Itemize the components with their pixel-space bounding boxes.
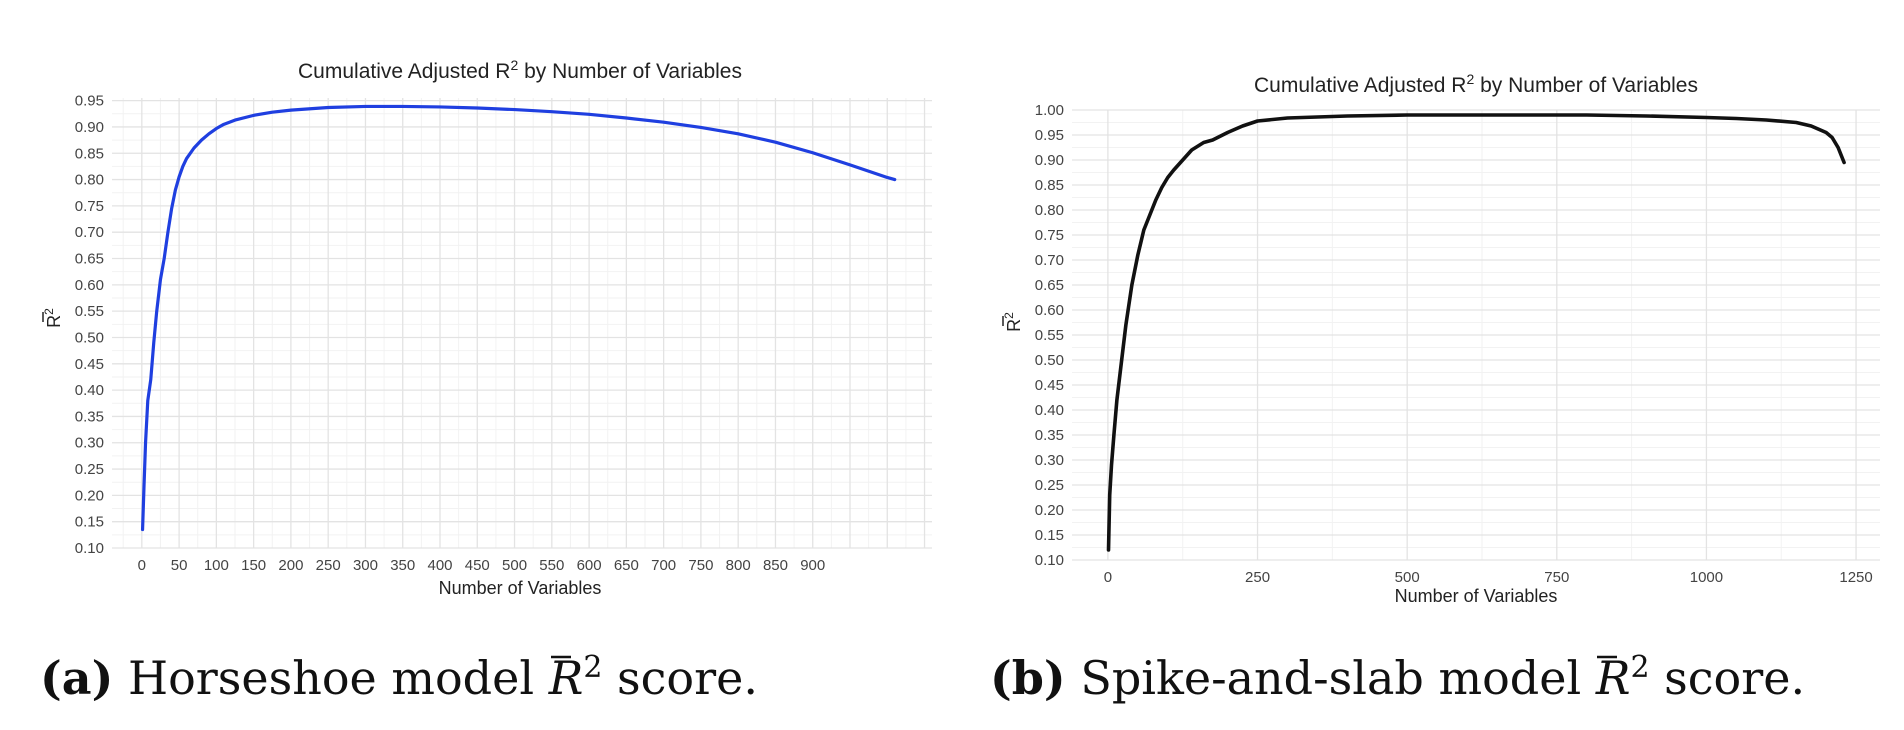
chart-b-y-tick-label: 0.45 [1035,377,1064,394]
chart-a-x-tick-label: 600 [577,557,602,574]
chart-a-series-line [140,104,897,532]
caption-b: (b) Spike-and-slab model R2 score. [990,650,1805,706]
chart-a-y-tick-label: 0.80 [75,172,104,189]
chart-b-y-tick-label: 0.60 [1035,302,1064,319]
chart-a-x-tick-label: 50 [171,557,188,574]
svg-text:(b) Spike-and-slab model R2 sc: (b) Spike-and-slab model R2 score. [990,650,1805,706]
chart-a-x-tick-label: 850 [763,557,788,574]
chart-b-y-tick-label: 1.00 [1035,102,1064,119]
chart-a-title: Cumulative Adjusted R2 by Number of Vari… [298,57,742,83]
chart-b-y-tick-label: 0.25 [1035,477,1064,494]
chart-a-y-tick-label: 0.10 [75,540,104,557]
chart-a-grid [112,98,932,549]
chart-a-y-tick-label: 0.65 [75,251,104,268]
chart-a-y-ticks: 0.10 0.15 0.20 0.25 0.30 0.35 0.40 0.45 0.50 0.55… [75,93,104,557]
chart-a-x-tick-label: 100 [204,557,229,574]
chart-a-y-tick-label: 0.50 [75,329,104,346]
caption-a-symbol: R [548,651,584,705]
chart-a-y-tick-label: 0.15 [75,514,104,531]
caption-a: (a) Horseshoe model R2 score. [40,650,758,706]
chart-a-y-tick-label: 0.45 [75,356,104,373]
chart-b-y-tick-label: 0.95 [1035,127,1064,144]
chart-a-x-tick-label: 550 [539,557,564,574]
chart-b-y-tick-label: 0.50 [1035,352,1064,369]
chart-a-y-tick-label: 0.35 [75,408,104,425]
caption-a-label: (a) [40,651,113,705]
chart-a-x-tick-label: 450 [465,557,490,574]
chart-b-y-tick-label: 0.10 [1035,552,1064,569]
chart-b-y-tick-label: 0.55 [1035,327,1064,344]
chart-a-x-tick-label: 900 [800,557,825,574]
chart-a-y-tick-label: 0.60 [75,277,104,294]
chart-a-y-tick-label: 0.30 [75,435,104,452]
chart-a-y-axis-label: R2 [42,308,64,328]
caption-a-text: Horseshoe model [113,651,548,705]
chart-a-x-tick-label: 800 [726,557,751,574]
chart-b-y-tick-label: 0.40 [1035,402,1064,419]
chart-a-x-tick-label: 250 [316,557,341,574]
chart-a-x-tick-label: 0 [138,557,146,574]
chart-a-x-tick-label: 200 [278,557,303,574]
chart-b-x-tick-label: 750 [1544,569,1569,586]
chart-a-y-tick-label: 0.90 [75,119,104,136]
chart-a-y-tick-label: 0.25 [75,461,104,478]
chart-a-y-tick-label: 0.70 [75,224,104,241]
chart-a-x-tick-label: 750 [688,557,713,574]
chart-b-y-tick-label: 0.20 [1035,502,1064,519]
chart-b-title: Cumulative Adjusted R2 by Number of Vari… [1254,71,1698,97]
chart-a-x-tick-label: 350 [390,557,415,574]
chart-a-x-tick-label: 650 [614,557,639,574]
chart-a-x-axis-label: Number of Variables [439,578,602,598]
chart-b-y-tick-label: 0.80 [1035,202,1064,219]
chart-b-x-ticks: 0 250 500 750 1000 1250 [1104,569,1873,586]
caption-a-suffix: score. [602,651,758,705]
chart-a: 0.10 0.15 0.20 0.25 0.30 0.35 0.40 0.45 0.50 0.55… [42,57,932,598]
svg-text:R2: R2 [1002,312,1024,332]
chart-a-y-tick-label: 0.75 [75,198,104,215]
chart-a-y-tick-label: 0.55 [75,303,104,320]
caption-a-sup: 2 [583,650,602,685]
chart-b-x-tick-label: 250 [1245,569,1270,586]
chart-b-grid [1072,109,1880,561]
chart-b-x-tick-label: 0 [1104,569,1112,586]
chart-b-y-tick-label: 0.15 [1035,527,1064,544]
chart-b-x-tick-label: 500 [1395,569,1420,586]
chart-b-series-line [1106,113,1846,552]
chart-a-y-tick-label: 0.95 [75,93,104,110]
chart-a-x-tick-label: 700 [651,557,676,574]
caption-b-text: Spike-and-slab model [1066,651,1596,705]
chart-b-x-tick-label: 1250 [1839,569,1872,586]
chart-b-y-tick-label: 0.70 [1035,252,1064,269]
chart-a-x-tick-label: 150 [241,557,266,574]
chart-b-y-axis-label: R2 [1002,312,1024,332]
chart-b-x-tick-label: 1000 [1690,569,1723,586]
svg-text:(a) Horseshoe model R2 score.: (a) Horseshoe model R2 score. [40,650,758,706]
chart-a-x-tick-label: 400 [427,557,452,574]
chart-a-y-tick-label: 0.20 [75,487,104,504]
chart-a-x-tick-label: 300 [353,557,378,574]
caption-b-suffix: score. [1650,651,1806,705]
chart-a-x-tick-label: 500 [502,557,527,574]
chart-b-y-tick-label: 0.35 [1035,427,1064,444]
caption-b-label: (b) [990,651,1066,705]
chart-a-y-tick-label: 0.85 [75,145,104,162]
chart-b-y-tick-label: 0.30 [1035,452,1064,469]
chart-b-y-ticks: 0.10 0.15 0.20 0.25 0.30 0.35 0.40 0.45 0.50 0.55… [1035,102,1064,569]
caption-b-symbol: R [1595,651,1631,705]
caption-b-sup: 2 [1630,650,1649,685]
svg-text:R2: R2 [42,308,64,328]
chart-b: 0.10 0.15 0.20 0.25 0.30 0.35 0.40 0.45 0.50 0.55… [1002,71,1880,606]
chart-a-y-tick-label: 0.40 [75,382,104,399]
chart-b-y-tick-label: 0.85 [1035,177,1064,194]
chart-a-x-ticks: 0 50 100 150 200 250 300 350 400 450 500 550 600 650 7… [138,557,826,574]
chart-b-y-tick-label: 0.90 [1035,152,1064,169]
chart-b-y-tick-label: 0.75 [1035,227,1064,244]
chart-b-y-tick-label: 0.65 [1035,277,1064,294]
chart-b-x-axis-label: Number of Variables [1395,586,1558,606]
